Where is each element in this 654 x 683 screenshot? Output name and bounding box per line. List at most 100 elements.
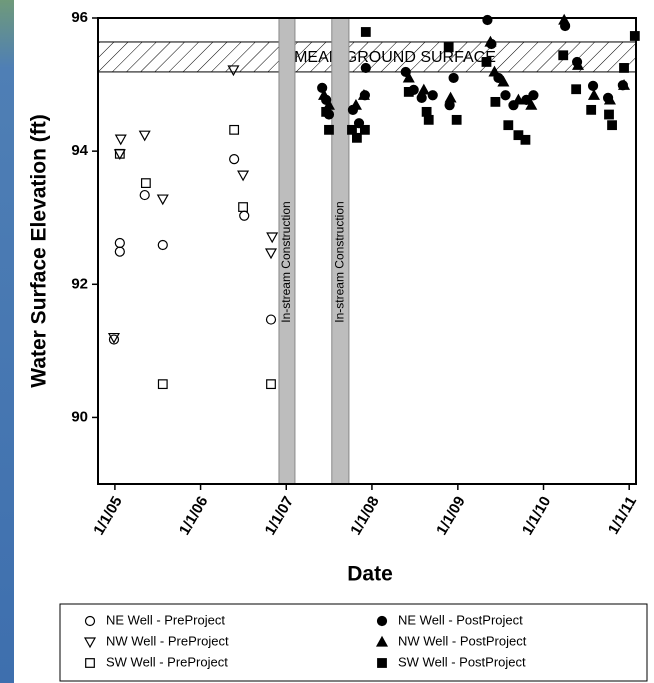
marker (512, 93, 525, 105)
marker (265, 314, 277, 325)
marker (586, 104, 597, 115)
marker (349, 98, 362, 110)
marker (482, 14, 493, 26)
marker (266, 232, 279, 244)
legend-box (59, 603, 648, 682)
x-tick-label: 1/1/11 (605, 493, 640, 537)
marker (528, 90, 539, 101)
marker (500, 90, 511, 101)
legend-marker (376, 615, 388, 627)
marker (238, 202, 248, 212)
x-tick-label: 1/1/06 (176, 493, 212, 538)
legend-label: NW Well - PostProject (398, 633, 527, 648)
marker (607, 120, 617, 131)
marker (558, 13, 571, 25)
marker (347, 124, 357, 135)
background-strip (0, 0, 14, 683)
marker (558, 50, 569, 61)
y-tick-label: 90 (71, 408, 88, 425)
legend-label: SW Well - PostProject (398, 654, 526, 669)
marker (237, 170, 250, 182)
marker (571, 84, 582, 95)
y-tick-label: 94 (71, 142, 88, 159)
legend-label: NW Well - PreProject (106, 633, 229, 648)
marker (417, 83, 430, 95)
marker (229, 124, 240, 135)
marker (421, 106, 432, 117)
marker (157, 379, 168, 390)
marker (139, 189, 150, 201)
marker (520, 134, 531, 145)
marker (114, 148, 125, 159)
marker (113, 149, 126, 161)
y-tick-label: 92 (71, 275, 88, 292)
marker (107, 332, 120, 344)
y-tick-label: 96 (71, 9, 88, 26)
marker (604, 109, 614, 120)
marker (229, 154, 240, 165)
marker (444, 91, 457, 103)
marker (357, 88, 370, 100)
marker (321, 106, 332, 117)
marker (359, 124, 370, 135)
marker (481, 57, 492, 67)
marker (317, 82, 328, 94)
marker (488, 65, 501, 77)
legend-marker (85, 658, 95, 668)
legend-label: NE Well - PreProject (106, 612, 225, 627)
marker (318, 88, 331, 100)
marker (403, 86, 414, 97)
marker (402, 71, 415, 83)
marker (352, 132, 362, 143)
legend-marker (83, 637, 97, 649)
marker (239, 210, 250, 221)
marker (423, 114, 434, 125)
x-tick-label: 1/1/10 (519, 493, 555, 538)
marker (525, 98, 538, 110)
marker (587, 80, 599, 92)
marker (114, 237, 125, 249)
marker (619, 63, 629, 73)
band-label: MEAN GROUND SURFACE (294, 49, 496, 66)
x-tick-label: 1/1/05 (90, 493, 126, 538)
marker (443, 42, 454, 53)
marker (427, 90, 438, 101)
marker (264, 248, 278, 260)
x-axis-title: Date (347, 563, 393, 586)
legend-marker (375, 635, 389, 647)
x-tick-label: 1/1/09 (433, 493, 469, 538)
marker (324, 124, 334, 135)
marker (140, 178, 151, 188)
legend-label: SW Well - PreProject (106, 654, 228, 669)
marker (156, 194, 169, 206)
marker (629, 31, 640, 41)
marker (618, 79, 631, 90)
marker (266, 379, 276, 390)
marker (603, 93, 616, 105)
marker (572, 59, 585, 70)
marker (451, 114, 462, 125)
plot-layer: MEAN GROUND SURFACE In-stream Constructio… (97, 13, 640, 485)
x-tick-label: 1/1/07 (262, 493, 298, 538)
marker (484, 35, 497, 47)
marker (490, 96, 501, 107)
marker (114, 134, 127, 146)
legend-label: NE Well - PostProject (398, 612, 523, 627)
marker (360, 27, 371, 37)
marker (503, 120, 514, 131)
legend-marker (84, 615, 96, 627)
marker (497, 75, 510, 87)
marker (360, 62, 371, 74)
x-tick-label: 1/1/08 (347, 493, 383, 538)
plot-frame (97, 17, 637, 485)
marker (114, 246, 125, 257)
band-label: In-stream Construction (333, 201, 347, 322)
marker (587, 88, 601, 100)
marker (416, 92, 427, 103)
marker (138, 130, 151, 142)
marker (448, 72, 459, 84)
band-label: In-stream Construction (279, 201, 293, 322)
marker (108, 334, 120, 345)
